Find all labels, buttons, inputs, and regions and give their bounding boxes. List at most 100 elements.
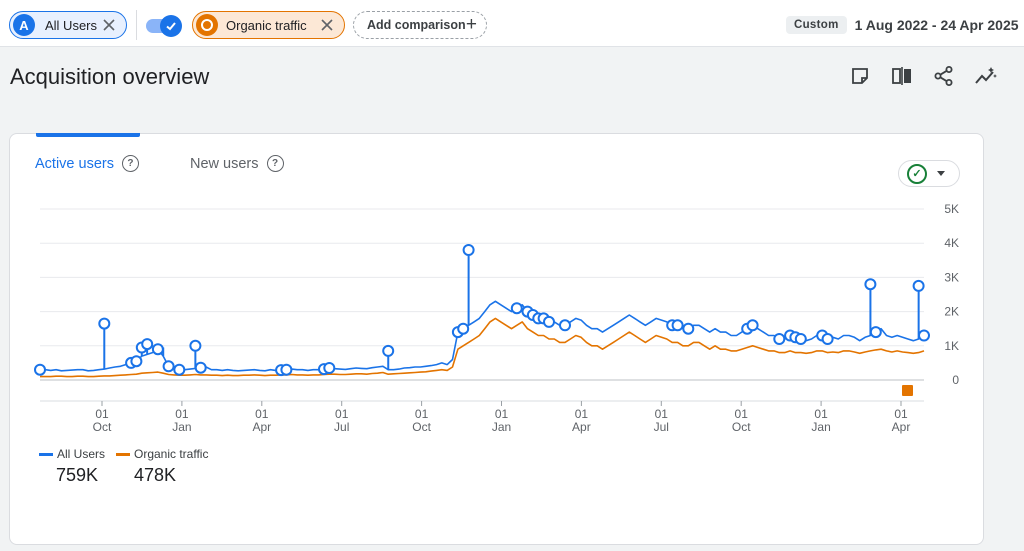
anomaly-marker <box>130 355 143 368</box>
legend-swatch <box>39 452 53 456</box>
compare-icon[interactable] <box>890 64 914 88</box>
chevron-down-icon <box>937 171 945 176</box>
add-comparison-label: Add comparison <box>367 18 466 32</box>
check-icon <box>160 15 182 37</box>
x-tick-month: Apr <box>572 420 591 434</box>
tab-indicator <box>36 133 140 137</box>
orange-marker-square <box>902 385 913 396</box>
anomaly-marker <box>462 244 475 256</box>
anomaly-marker <box>559 319 571 332</box>
total-all-users: 759K <box>56 465 99 485</box>
anomaly-marker <box>382 344 395 357</box>
anomaly-marker <box>746 319 759 332</box>
x-axis-ticks: 01Oct01Jan01Apr01Jul01Oct01Jan01Apr01Jul… <box>93 401 911 434</box>
anomaly-marker <box>162 360 175 373</box>
anomaly-marker <box>189 339 202 352</box>
check-circle-icon: ✓ <box>907 163 927 184</box>
x-tick-month: Jul <box>654 420 669 434</box>
anomaly-marker <box>98 317 111 330</box>
x-tick-day: 01 <box>814 407 828 421</box>
add-comparison-button[interactable]: Add comparison + <box>353 11 487 39</box>
x-tick-day: 01 <box>655 407 669 421</box>
close-icon[interactable] <box>318 16 336 34</box>
help-icon[interactable]: ? <box>121 155 139 172</box>
notes-icon[interactable] <box>848 64 872 88</box>
y-tick-label: 0 <box>952 373 959 387</box>
top-bar: A All Users Organic traffic Add comparis… <box>0 0 1024 47</box>
segment-badge-icon <box>196 14 218 36</box>
date-range-picker[interactable]: Custom 1 Aug 2022 - 24 Apr 2025 <box>786 11 1019 39</box>
x-tick-day: 01 <box>335 407 349 421</box>
anomaly-marker <box>912 279 925 292</box>
anomaly-marker <box>510 302 523 315</box>
y-tick-label: 1K <box>944 339 959 353</box>
x-tick-month: Oct <box>93 420 112 434</box>
segment-badge: A <box>13 14 35 36</box>
y-tick-label: 2K <box>944 305 959 319</box>
tab-new-users[interactable]: New users ? <box>190 155 284 172</box>
x-tick-month: Jan <box>492 420 511 434</box>
legend-swatch <box>116 452 130 456</box>
anomaly-marker <box>869 326 882 339</box>
x-tick-month: Jan <box>811 420 830 434</box>
anomaly-marker <box>151 343 164 356</box>
plus-icon: + <box>465 14 477 35</box>
x-tick-month: Apr <box>892 420 911 434</box>
x-tick-month: Jul <box>334 420 349 434</box>
close-icon[interactable] <box>100 16 118 34</box>
x-tick-day: 01 <box>95 407 109 421</box>
anomaly-marker <box>864 278 877 291</box>
chart-type-menu[interactable]: ✓ <box>898 160 960 187</box>
date-range-text: 1 Aug 2022 - 24 Apr 2025 <box>854 17 1019 33</box>
page-actions <box>830 64 998 88</box>
anomaly-marker <box>194 361 207 374</box>
anomaly-marker <box>821 333 834 345</box>
anomaly-marker <box>773 333 786 345</box>
chart-gridlines <box>40 208 924 402</box>
legend-all-users: All Users <box>39 447 105 461</box>
y-tick-label: 4K <box>944 236 959 250</box>
y-tick-label: 3K <box>944 270 959 284</box>
anomaly-marker <box>141 338 154 351</box>
anomaly-marker <box>457 322 470 335</box>
share-icon[interactable] <box>932 64 956 88</box>
segment-chip-organic-traffic[interactable]: Organic traffic <box>192 11 345 39</box>
help-icon[interactable]: ? <box>266 155 284 172</box>
segment-label: Organic traffic <box>226 17 307 33</box>
tab-label: New users <box>190 155 259 172</box>
x-tick-day: 01 <box>575 407 589 421</box>
comparison-toggle[interactable] <box>146 15 182 37</box>
tab-label: Active users <box>35 155 114 172</box>
anomaly-marker <box>671 319 684 332</box>
x-tick-day: 01 <box>735 407 749 421</box>
series-line-organic-traffic <box>40 317 925 378</box>
anomaly-marker <box>173 363 186 376</box>
insights-icon[interactable] <box>974 64 998 88</box>
x-tick-day: 01 <box>175 407 189 421</box>
y-tick-label: 5K <box>944 202 959 216</box>
anomaly-markers <box>34 244 930 377</box>
x-tick-day: 01 <box>415 407 429 421</box>
anomaly-marker <box>794 333 807 345</box>
anomaly-marker <box>280 363 293 376</box>
tab-active-users[interactable]: Active users ? <box>35 155 139 172</box>
anomaly-marker <box>543 315 555 328</box>
legend-organic-traffic: Organic traffic <box>116 447 208 461</box>
x-tick-day: 01 <box>894 407 908 421</box>
x-tick-month: Apr <box>252 420 271 434</box>
anomaly-marker <box>918 329 930 342</box>
anomaly-marker <box>682 322 695 335</box>
page-title: Acquisition overview <box>10 64 210 89</box>
segment-label: All Users <box>45 17 98 33</box>
x-tick-day: 01 <box>255 407 269 421</box>
legend-label: Organic traffic <box>134 447 209 461</box>
segment-chip-all-users[interactable]: A All Users <box>9 11 127 39</box>
x-tick-month: Oct <box>412 420 431 434</box>
legend-label: All Users <box>57 447 106 461</box>
anomaly-marker <box>34 363 46 376</box>
x-tick-month: Jan <box>172 420 191 434</box>
date-preset-badge: Custom <box>786 16 847 34</box>
y-axis-ticks: 0 1K 2K 3K 4K 5K <box>944 202 959 387</box>
anomaly-marker <box>323 362 336 374</box>
